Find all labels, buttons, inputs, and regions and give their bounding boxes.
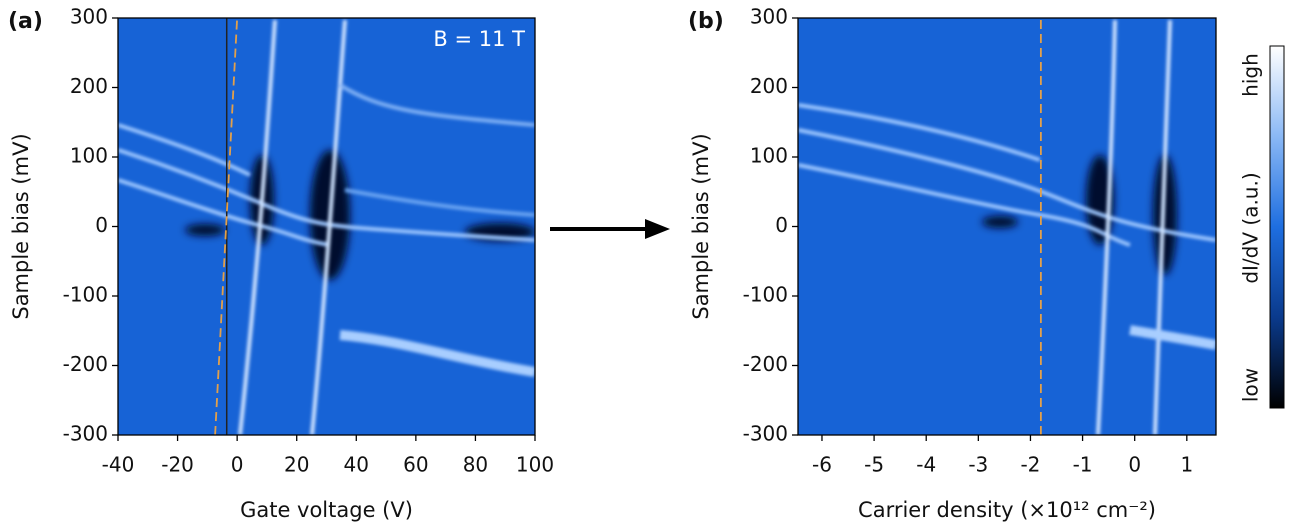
annotation: B = 11 T — [433, 27, 525, 51]
y-tick-label: 0 — [95, 213, 108, 237]
x-tick-label: -20 — [161, 453, 194, 477]
x-tick-label: -2 — [1020, 453, 1040, 477]
x-tick-label: 0 — [1128, 453, 1141, 477]
x-tick-label: -40 — [102, 453, 135, 477]
colorbar-high: high — [1239, 53, 1263, 97]
x-tick-label: -1 — [1073, 453, 1093, 477]
panel-label: (a) — [8, 9, 43, 34]
y-tick-label: -100 — [743, 283, 788, 307]
x-axis-label: Gate voltage (V) — [240, 498, 413, 522]
x-tick-label: 40 — [344, 453, 369, 477]
x-tick-label: 1 — [1180, 453, 1193, 477]
panel-label: (b) — [688, 9, 724, 34]
x-tick-label: -5 — [864, 453, 884, 477]
y-tick-label: -300 — [63, 422, 108, 446]
x-tick-label: 60 — [403, 453, 428, 477]
y-tick-label: 200 — [750, 74, 788, 98]
y-tick-label: 300 — [70, 5, 108, 29]
y-tick-label: 100 — [70, 144, 108, 168]
heatmap-image — [798, 18, 1216, 435]
y-axis-label: Sample bias (mV) — [9, 133, 33, 319]
colorbar-label: dI/dV (a.u.) — [1239, 172, 1263, 283]
x-tick-label: 0 — [231, 453, 244, 477]
y-tick-label: -200 — [63, 352, 108, 376]
x-tick-label: -6 — [812, 453, 832, 477]
y-tick-label: 100 — [750, 144, 788, 168]
y-tick-label: 0 — [775, 213, 788, 237]
x-tick-label: 20 — [284, 453, 309, 477]
y-tick-label: 200 — [70, 74, 108, 98]
arrow-head — [645, 219, 670, 239]
colorbar-low: low — [1239, 368, 1263, 402]
y-tick-label: -300 — [743, 422, 788, 446]
x-tick-label: -4 — [916, 453, 936, 477]
x-tick-label: 100 — [516, 453, 554, 477]
colorbar — [1269, 45, 1285, 409]
heatmap-image — [118, 18, 535, 435]
x-tick-label: -3 — [968, 453, 988, 477]
y-tick-label: -100 — [63, 283, 108, 307]
x-axis-label: Carrier density (×10¹² cm⁻²) — [858, 498, 1156, 522]
y-tick-label: -200 — [743, 352, 788, 376]
y-tick-label: 300 — [750, 5, 788, 29]
y-axis-label: Sample bias (mV) — [689, 133, 713, 319]
x-tick-label: 80 — [463, 453, 488, 477]
